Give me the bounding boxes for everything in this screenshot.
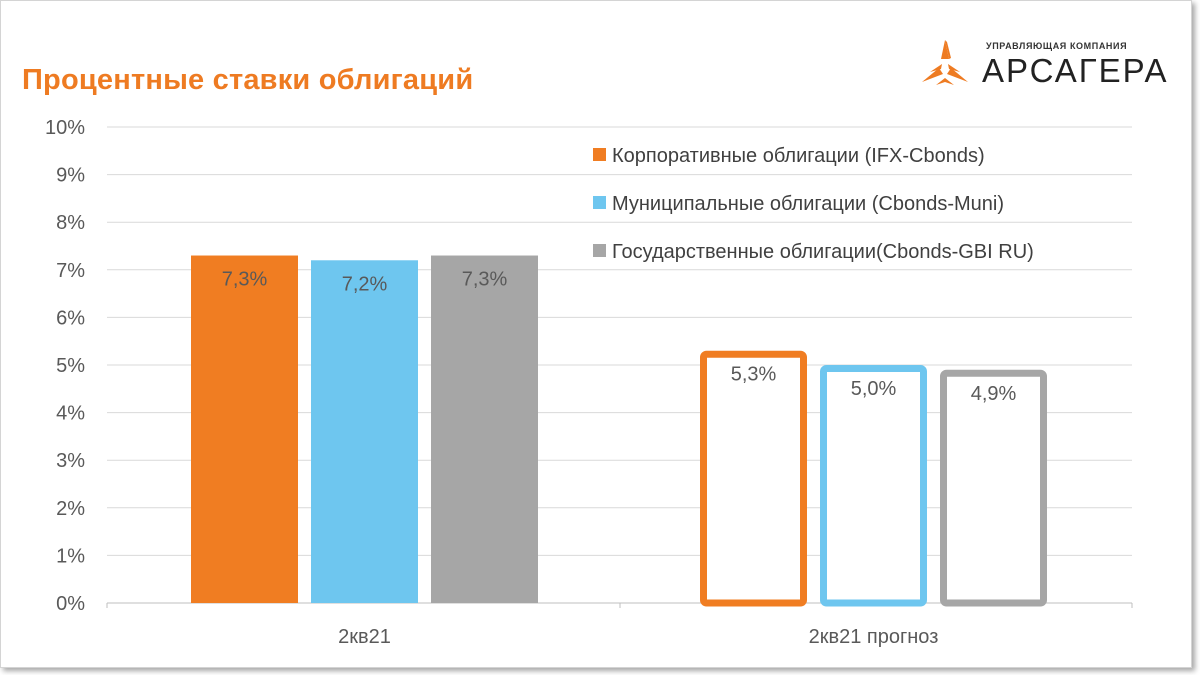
logo-name: АРСАГЕРА — [982, 52, 1169, 89]
bar-outline — [940, 369, 1047, 607]
data-label: 5,0% — [851, 378, 897, 400]
y-tick-label: 5% — [56, 355, 85, 377]
y-tick-label: 3% — [56, 450, 85, 472]
legend-label: Муниципальные облигации (Cbonds-Muni) — [612, 193, 1004, 215]
data-label: 7,3% — [222, 269, 268, 291]
x-category-label: 2кв21 — [338, 626, 391, 648]
arsagera-star-icon — [922, 40, 968, 85]
y-tick-label: 7% — [56, 260, 85, 282]
bar — [311, 260, 418, 603]
data-label: 5,3% — [731, 364, 777, 386]
y-tick-label: 4% — [56, 403, 85, 425]
data-label: 7,3% — [462, 269, 508, 291]
legend-swatch — [593, 148, 606, 161]
bar — [431, 255, 538, 603]
data-label: 7,2% — [342, 273, 388, 295]
logo-subtitle: УПРАВЛЯЮЩАЯ КОМПАНИЯ — [986, 41, 1128, 51]
bar — [191, 255, 298, 603]
x-category-label: 2кв21 прогноз — [809, 626, 939, 648]
y-tick-label: 9% — [56, 165, 85, 187]
y-tick-label: 0% — [56, 593, 85, 615]
page-title: Процентные ставки облигаций — [22, 64, 474, 96]
bar-outline — [820, 365, 927, 607]
legend-label: Государственные облигации(Cbonds-GBI RU) — [612, 241, 1034, 263]
legend-swatch — [593, 244, 606, 257]
y-tick-label: 10% — [45, 117, 85, 139]
y-tick-label: 8% — [56, 212, 85, 234]
company-logo: УПРАВЛЯЮЩАЯ КОМПАНИЯ АРСАГЕРА — [918, 38, 1168, 90]
data-label: 4,9% — [971, 383, 1017, 405]
y-tick-label: 6% — [56, 307, 85, 329]
bar-outline — [700, 350, 807, 607]
y-tick-label: 1% — [56, 545, 85, 567]
y-tick-label: 2% — [56, 498, 85, 520]
legend-swatch — [593, 196, 606, 209]
legend-label: Корпоративные облигации (IFX-Cbonds) — [612, 145, 985, 167]
